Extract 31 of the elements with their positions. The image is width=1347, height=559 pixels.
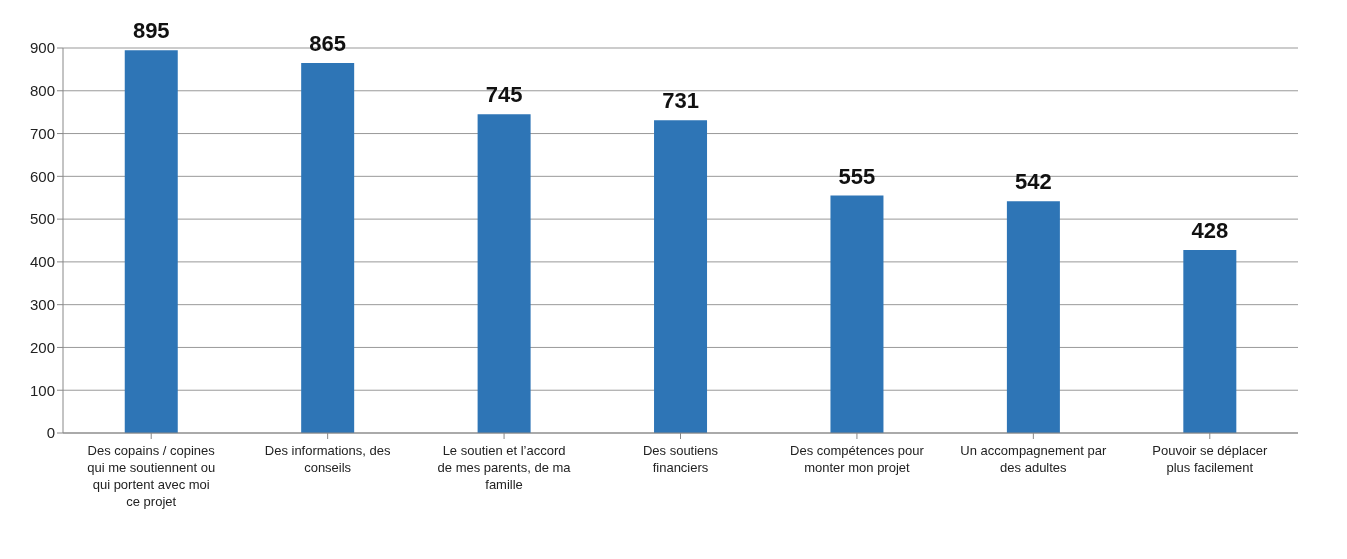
x-tick-label: Pouvoir se déplacer plus facilement (1152, 443, 1268, 475)
y-tick-label: 400 (29, 253, 55, 271)
data-label: 555 (838, 163, 876, 189)
data-label: 745 (485, 82, 523, 108)
bar (830, 195, 884, 433)
bar (654, 120, 708, 433)
bar (301, 62, 355, 433)
data-label: 428 (1191, 217, 1229, 243)
x-tick-label: Des copains / copines qui me soutiennent ou qui portent avec moi ce projet (87, 443, 216, 509)
bar (1183, 249, 1237, 433)
y-tick-label: 300 (29, 295, 55, 313)
y-tick-label: 0 (46, 424, 55, 442)
bar (124, 50, 178, 433)
y-tick-label: 900 (29, 39, 55, 57)
bar (477, 114, 531, 433)
x-tick-label: Des compétences pour monter mon projet (790, 443, 925, 475)
y-tick-label: 500 (29, 210, 55, 228)
x-tick-label: Le soutien et l’accord de mes parents, de ma famille (437, 443, 572, 492)
y-tick-label: 200 (29, 338, 55, 356)
x-tick-label: Un accompagnement par des adultes (960, 443, 1108, 475)
y-tick-label: 700 (29, 124, 55, 142)
x-tick-label: Des informations, des conseils (264, 443, 391, 475)
data-label: 731 (662, 88, 699, 114)
y-tick-label: 600 (29, 167, 55, 185)
x-tick-label: Des soutiens financiers (642, 443, 719, 475)
data-label: 542 (1015, 169, 1052, 195)
data-label: 895 (132, 18, 170, 44)
y-tick-label: 100 (29, 381, 55, 399)
bar (1006, 201, 1060, 433)
y-tick-label: 800 (29, 82, 55, 100)
data-label: 865 (309, 30, 347, 56)
